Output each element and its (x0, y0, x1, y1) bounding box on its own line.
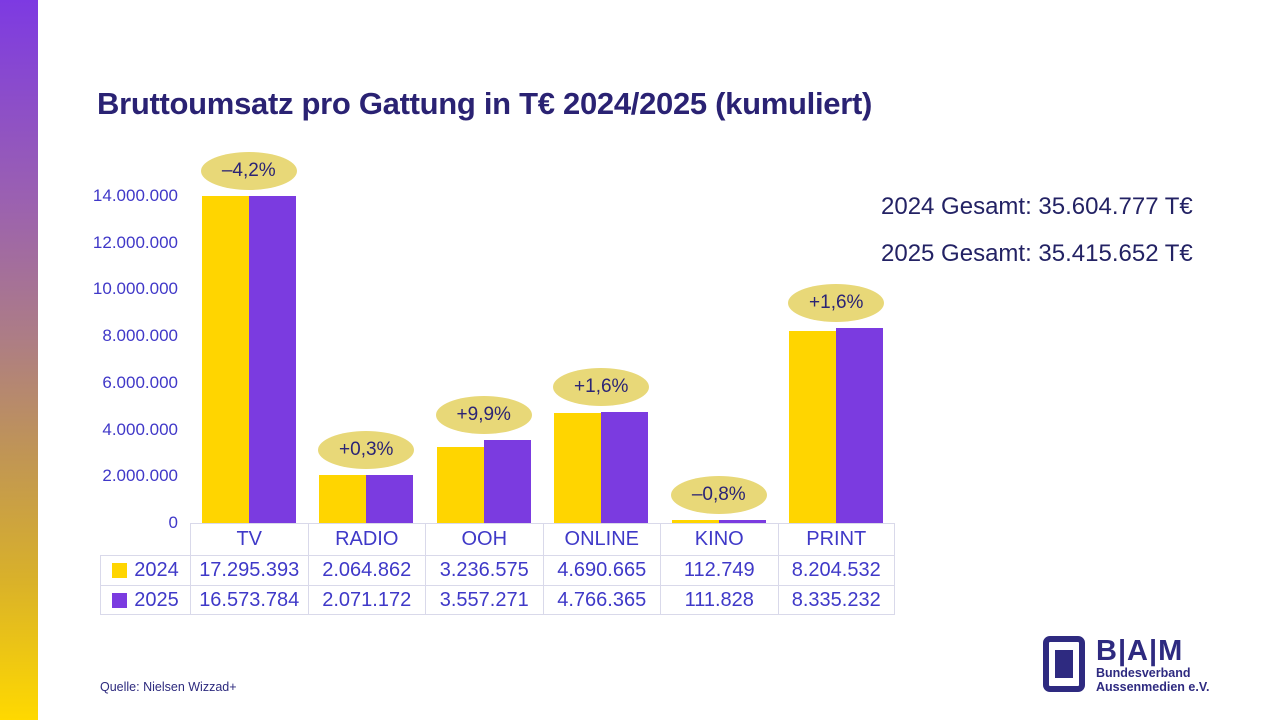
bar-2025-print (836, 328, 884, 523)
bar-2025-radio (366, 474, 414, 523)
value-2024-radio: 2.064.862 (307, 555, 425, 585)
header-ooh: OOH (425, 523, 543, 555)
total-2025: 2025 Gesamt: 35.415.652 T€ (881, 240, 1193, 267)
total-2024: 2024 Gesamt: 35.604.777 T€ (881, 193, 1193, 220)
gradient-strip (0, 0, 38, 720)
value-2024-tv: 17.295.393 (190, 555, 308, 585)
y-tick: 14.000.000 (92, 186, 178, 205)
bam-logo: B|A|M Bundesverband Aussenmedien e.V. (1043, 636, 1209, 694)
delta-badge-ooh: +9,9% (435, 395, 532, 434)
y-tick: 12.000.000 (92, 232, 178, 252)
legend-2025: 2025 (100, 585, 190, 615)
bar-2025-kino (718, 520, 766, 523)
bar-2024-online (554, 413, 602, 523)
header-radio: RADIO (307, 523, 425, 555)
column-ooh: +9,9% (425, 196, 543, 523)
column-kino: –0,8% (660, 196, 778, 523)
legend-label-2024: 2024 (134, 559, 179, 581)
logo-subtitle-1: Bundesverband (1096, 666, 1191, 680)
header-print: PRINT (777, 523, 895, 555)
delta-badge-online: +1,6% (553, 367, 650, 406)
logo-wordmark: B|A|M (1096, 635, 1184, 667)
column-online: +1,6% (543, 196, 661, 523)
value-2024-online: 4.690.665 (542, 555, 660, 585)
value-2025-online: 4.766.365 (542, 585, 660, 615)
header-tv: TV (190, 523, 308, 555)
column-print: +1,6% (778, 196, 896, 523)
page-title: Bruttoumsatz pro Gattung in T€ 2024/2025… (97, 86, 873, 121)
y-tick: 10.000.000 (92, 279, 178, 299)
header-online: ONLINE (542, 523, 660, 555)
plot-area: –4,2% +0,3% +9,9% +1,6% –0,8% +1,6% (190, 152, 896, 523)
value-2024-print: 8.204.532 (777, 555, 895, 585)
value-2025-kino: 111.828 (660, 585, 778, 615)
legend-swatch-2024 (112, 563, 128, 578)
y-tick: 0 (168, 512, 178, 532)
delta-badge-radio: +0,3% (318, 430, 415, 469)
logo-subtitle-2: Aussenmedien e.V. (1096, 680, 1210, 694)
bar-2024-kino (671, 520, 719, 523)
bar-2025-tv (248, 196, 296, 523)
bar-2025-ooh (483, 439, 531, 523)
legend-label-2025: 2025 (134, 588, 179, 611)
source-note: Quelle: Nielsen Wizzad+ (100, 680, 237, 694)
delta-badge-print: +1,6% (788, 284, 885, 323)
value-2025-radio: 2.071.172 (307, 585, 425, 615)
billboard-icon (1043, 636, 1085, 692)
delta-badge-kino: –0,8% (670, 476, 767, 515)
bar-2024-ooh (436, 447, 484, 523)
bar-2024-radio (319, 474, 367, 523)
header-kino: KINO (660, 523, 778, 555)
bar-2025-online (601, 411, 649, 523)
totals-block: 2024 Gesamt: 35.604.777 T€ 2025 Gesamt: … (881, 193, 1193, 287)
column-tv: –4,2% (190, 152, 308, 523)
y-tick: 8.000.000 (102, 326, 178, 346)
y-tick: 6.000.000 (102, 372, 178, 392)
data-table: TV RADIO OOH ONLINE KINO PRINT 2024 17.295.393 2… (100, 523, 895, 615)
value-2025-ooh: 3.557.271 (425, 585, 543, 615)
table-corner-cell (100, 523, 190, 555)
value-2025-print: 8.335.232 (777, 585, 895, 615)
y-tick: 4.000.000 (102, 419, 178, 439)
bar-2024-print (789, 331, 837, 523)
value-2024-kino: 112.749 (660, 555, 778, 585)
legend-2024: 2024 (100, 555, 190, 585)
y-axis: 14.000.000 12.000.000 10.000.000 8.000.000 6… (40, 186, 178, 546)
delta-badge-tv: –4,2% (200, 152, 297, 190)
value-2025-tv: 16.573.784 (190, 585, 308, 615)
y-tick: 2.000.000 (102, 466, 178, 486)
legend-swatch-2025 (112, 592, 128, 608)
column-radio: +0,3% (308, 196, 426, 523)
bar-2024-tv (201, 196, 249, 523)
value-2024-ooh: 3.236.575 (425, 555, 543, 585)
